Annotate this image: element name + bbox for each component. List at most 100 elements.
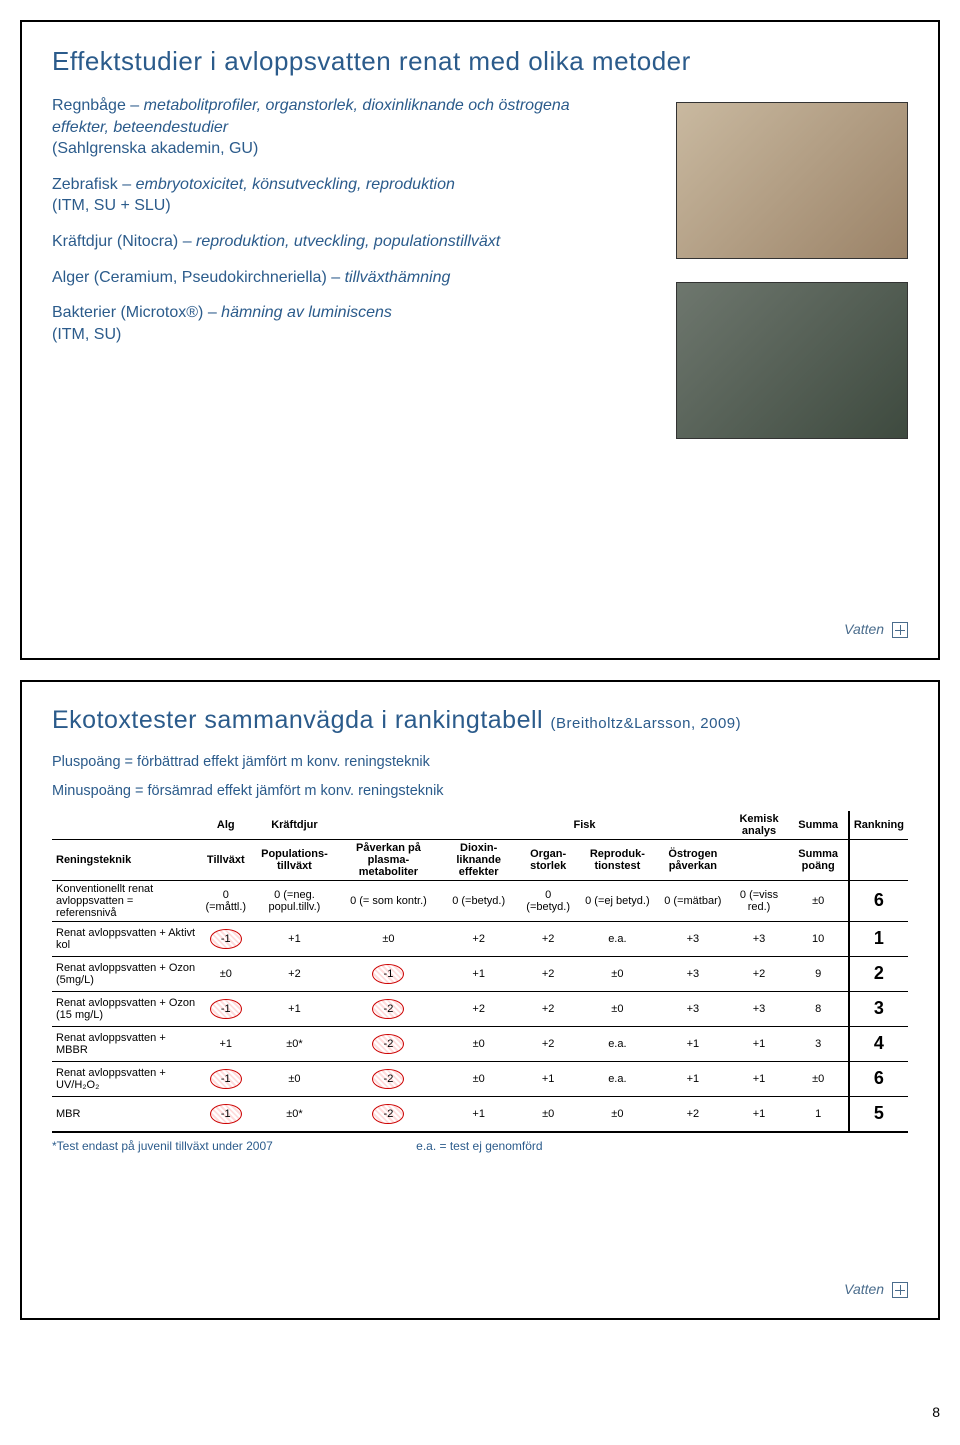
cell: 10 bbox=[789, 921, 849, 956]
row-label: Renat avloppsvatten + UV/H₂O₂ bbox=[52, 1061, 200, 1096]
cell: +2 bbox=[440, 991, 518, 1026]
cell: +3 bbox=[730, 991, 789, 1026]
table-row: Renat avloppsvatten + Ozon (15 mg/L)-1+1… bbox=[52, 991, 908, 1026]
photo-crustacean bbox=[676, 282, 908, 439]
cell: -1 bbox=[200, 991, 252, 1026]
row-label: Konventionellt renat avloppsvatten = ref… bbox=[52, 880, 200, 921]
cell: +2 bbox=[440, 921, 518, 956]
cell: ±0 bbox=[440, 1061, 518, 1096]
cell: +3 bbox=[730, 921, 789, 956]
cell: ±0* bbox=[252, 1026, 338, 1061]
cell: ±0* bbox=[252, 1096, 338, 1132]
cell: -2 bbox=[337, 1061, 439, 1096]
sub-header-row: Reningsteknik Tillväxt Populations-tillv… bbox=[52, 839, 908, 880]
cell: 8 bbox=[789, 991, 849, 1026]
group-header-row: Alg Kräftdjur Fisk Kemisk analys Summa R… bbox=[52, 811, 908, 840]
cell: 0 (=viss red.) bbox=[730, 880, 789, 921]
cell: 0 (=betyd.) bbox=[518, 880, 579, 921]
rank-cell: 2 bbox=[849, 956, 908, 991]
cell: +1 bbox=[730, 1096, 789, 1132]
cell: ±0 bbox=[518, 1096, 579, 1132]
cell: +1 bbox=[656, 1026, 729, 1061]
cell: +1 bbox=[440, 1096, 518, 1132]
cell: +1 bbox=[656, 1061, 729, 1096]
cell: ±0 bbox=[579, 1096, 657, 1132]
cell: ±0 bbox=[579, 956, 657, 991]
cell: -1 bbox=[337, 956, 439, 991]
row-label: Renat avloppsvatten + Aktivt kol bbox=[52, 921, 200, 956]
rank-cell: 3 bbox=[849, 991, 908, 1026]
cell: ±0 bbox=[440, 1026, 518, 1061]
cell: +2 bbox=[252, 956, 338, 991]
table-row: Renat avloppsvatten + Ozon (5mg/L)±0+2-1… bbox=[52, 956, 908, 991]
cell: +1 bbox=[252, 921, 338, 956]
cell: 0 (=ej betyd.) bbox=[579, 880, 657, 921]
cell: -2 bbox=[337, 1096, 439, 1132]
bullet-item: Zebrafisk – embryotoxicitet, könsutveckl… bbox=[52, 174, 582, 217]
photo-fish-dissection bbox=[676, 102, 908, 259]
cell: ±0 bbox=[579, 991, 657, 1026]
logo-crest-icon bbox=[892, 1282, 908, 1298]
cell: -1 bbox=[200, 1061, 252, 1096]
row-label: Renat avloppsvatten + Ozon (5mg/L) bbox=[52, 956, 200, 991]
cell: 3 bbox=[789, 1026, 849, 1061]
logo-crest-icon bbox=[892, 622, 908, 638]
row-label: Renat avloppsvatten + Ozon (15 mg/L) bbox=[52, 991, 200, 1026]
bullet-list: Regnbåge – metabolitprofiler, organstorl… bbox=[52, 95, 582, 345]
cell: 1 bbox=[789, 1096, 849, 1132]
footnote: *Test endast på juvenil tillväxt under 2… bbox=[52, 1139, 908, 1153]
cell: +2 bbox=[518, 921, 579, 956]
table-row: MBR-1±0*-2+1±0±0+2+115 bbox=[52, 1096, 908, 1132]
cell: +2 bbox=[656, 1096, 729, 1132]
cell: +3 bbox=[656, 921, 729, 956]
slide-title: Effektstudier i avloppsvatten renat med … bbox=[52, 46, 908, 77]
cell: -1 bbox=[200, 1096, 252, 1132]
cell: +2 bbox=[730, 956, 789, 991]
cell: ±0 bbox=[789, 880, 849, 921]
cell: +1 bbox=[440, 956, 518, 991]
table-row: Konventionellt renat avloppsvatten = ref… bbox=[52, 880, 908, 921]
slide-1: Effektstudier i avloppsvatten renat med … bbox=[20, 20, 940, 660]
rank-cell: 6 bbox=[849, 880, 908, 921]
table-row: Renat avloppsvatten + Aktivt kol-1+1±0+2… bbox=[52, 921, 908, 956]
rank-cell: 4 bbox=[849, 1026, 908, 1061]
cell: +2 bbox=[518, 1026, 579, 1061]
subhead-plus: Pluspoäng = förbättrad effekt jämfört m … bbox=[52, 753, 908, 772]
cell: 0 (=måttl.) bbox=[200, 880, 252, 921]
slide-title: Ekotoxtester sammanvägda i rankingtabell… bbox=[52, 706, 908, 735]
cell: ±0 bbox=[789, 1061, 849, 1096]
cell: e.a. bbox=[579, 921, 657, 956]
logo-stockholm-vatten: Vatten bbox=[844, 1281, 908, 1298]
cell: 0 (=mätbar) bbox=[656, 880, 729, 921]
cell: ±0 bbox=[252, 1061, 338, 1096]
cell: ±0 bbox=[200, 956, 252, 991]
cell: 9 bbox=[789, 956, 849, 991]
rank-cell: 1 bbox=[849, 921, 908, 956]
page-number: 8 bbox=[932, 1404, 940, 1420]
bullet-item: Alger (Ceramium, Pseudokirchneriella) – … bbox=[52, 267, 582, 289]
table-row: Renat avloppsvatten + MBBR+1±0*-2±0+2e.a… bbox=[52, 1026, 908, 1061]
cell: +2 bbox=[518, 991, 579, 1026]
table-body: Konventionellt renat avloppsvatten = ref… bbox=[52, 880, 908, 1132]
ranking-table: Alg Kräftdjur Fisk Kemisk analys Summa R… bbox=[52, 811, 908, 1153]
cell: +1 bbox=[730, 1061, 789, 1096]
cell: +1 bbox=[252, 991, 338, 1026]
slide-2: Ekotoxtester sammanvägda i rankingtabell… bbox=[20, 680, 940, 1320]
bullet-item: Bakterier (Microtox®) – hämning av lumin… bbox=[52, 302, 582, 345]
cell: ±0 bbox=[337, 921, 439, 956]
rank-cell: 5 bbox=[849, 1096, 908, 1132]
table-row: Renat avloppsvatten + UV/H₂O₂-1±0-2±0+1e… bbox=[52, 1061, 908, 1096]
cell: -2 bbox=[337, 991, 439, 1026]
row-label: Renat avloppsvatten + MBBR bbox=[52, 1026, 200, 1061]
cell: e.a. bbox=[579, 1026, 657, 1061]
cell: +3 bbox=[656, 956, 729, 991]
subhead-minus: Minuspoäng = försämrad effekt jämfört m … bbox=[52, 782, 908, 801]
cell: 0 (= som kontr.) bbox=[337, 880, 439, 921]
cell: +2 bbox=[518, 956, 579, 991]
cell: +3 bbox=[656, 991, 729, 1026]
cell: +1 bbox=[200, 1026, 252, 1061]
cell: 0 (=neg. popul.tillv.) bbox=[252, 880, 338, 921]
bullet-item: Regnbåge – metabolitprofiler, organstorl… bbox=[52, 95, 582, 160]
cell: 0 (=betyd.) bbox=[440, 880, 518, 921]
cell: +1 bbox=[518, 1061, 579, 1096]
